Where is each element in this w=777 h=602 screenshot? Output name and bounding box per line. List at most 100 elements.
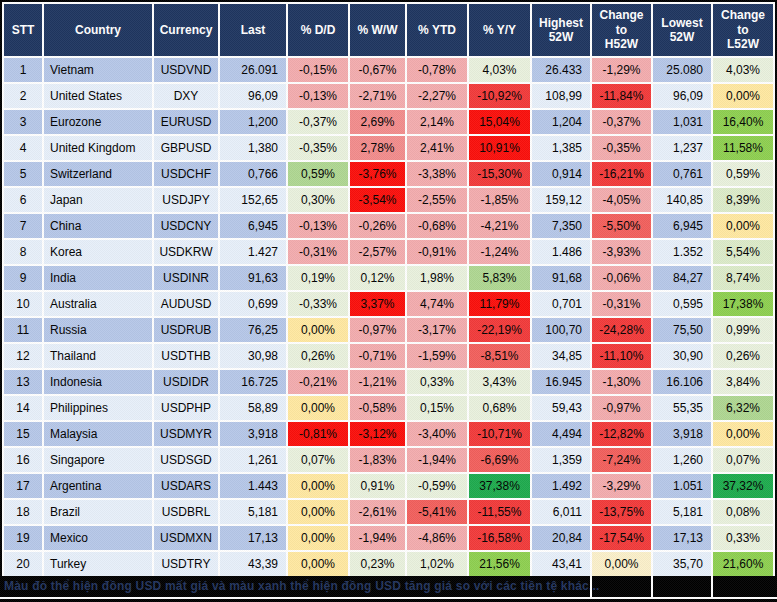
cell-pct-dd: 0,00% [288, 552, 348, 576]
cell-pct-ytd: -3,17% [407, 318, 467, 342]
header-currency: Currency [154, 4, 218, 56]
cell-pct-dd: 0,00% [288, 318, 348, 342]
cell-pct-yy: -15,30% [469, 162, 530, 186]
cell-change-to-h52w: -5,50% [592, 214, 651, 238]
cell-pct-yy: -10,92% [469, 84, 530, 108]
cell-currency: USDCHF [154, 162, 218, 186]
cell-change-to-h52w: -4,05% [592, 188, 651, 212]
cell-stt: 18 [4, 500, 42, 524]
cell-highest-52w: 1.486 [532, 240, 590, 264]
cell-pct-dd: 0,59% [288, 162, 348, 186]
cell-change-to-h52w: -0,31% [592, 292, 651, 316]
cell-pct-ww: -1,21% [350, 370, 405, 394]
cell-change-to-h52w: -17,54% [592, 526, 651, 550]
cell-highest-52w: 16.945 [532, 370, 590, 394]
cell-stt: 14 [4, 396, 42, 420]
cell-change-to-l52w: 0,99% [713, 318, 773, 342]
cell-change-to-l52w: 37,32% [713, 474, 773, 498]
cell-highest-52w: 91,68 [532, 266, 590, 290]
cell-pct-dd: -0,15% [288, 58, 348, 82]
cell-pct-dd: 0,26% [288, 344, 348, 368]
cell-stt: 6 [4, 188, 42, 212]
cell-stt: 12 [4, 344, 42, 368]
cell-change-to-l52w: 11,58% [713, 136, 773, 160]
cell-stt: 9 [4, 266, 42, 290]
cell-change-to-h52w: -0,97% [592, 396, 651, 420]
cell-currency: USDARS [154, 474, 218, 498]
cell-pct-ww: 2,78% [350, 136, 405, 160]
cell-pct-yy: 4,03% [469, 58, 530, 82]
cell-pct-dd: -0,35% [288, 136, 348, 160]
cell-pct-ytd: -2,27% [407, 84, 467, 108]
cell-lowest-52w: 35,70 [653, 552, 711, 576]
cell-change-to-h52w: -24,28% [592, 318, 651, 342]
cell-pct-ytd: 0,33% [407, 370, 467, 394]
cell-pct-dd: -0,13% [288, 214, 348, 238]
cell-highest-52w: 1.492 [532, 474, 590, 498]
cell-currency: USDMYR [154, 422, 218, 446]
cell-highest-52w: 59,43 [532, 396, 590, 420]
cell-change-to-l52w: 8,39% [713, 188, 773, 212]
cell-country: Thailand [44, 344, 152, 368]
cell-last: 43,39 [220, 552, 286, 576]
cell-lowest-52w: 0,595 [653, 292, 711, 316]
cell-highest-52w: 0,701 [532, 292, 590, 316]
cell-country: Russia [44, 318, 152, 342]
cell-country: Australia [44, 292, 152, 316]
cell-currency: USDKRW [154, 240, 218, 264]
cell-change-to-l52w: 0,59% [713, 162, 773, 186]
cell-last: 58,89 [220, 396, 286, 420]
cell-country: Brazil [44, 500, 152, 524]
cell-lowest-52w: 1.352 [653, 240, 711, 264]
cell-change-to-h52w: -7,24% [592, 448, 651, 472]
cell-lowest-52w: 140,85 [653, 188, 711, 212]
cell-lowest-52w: 1,031 [653, 110, 711, 134]
header-lowest-52w: Lowest 52W [653, 4, 711, 56]
cell-stt: 20 [4, 552, 42, 576]
cell-pct-ww: -2,71% [350, 84, 405, 108]
cell-pct-ytd: 1,02% [407, 552, 467, 576]
cell-pct-ytd: -0,68% [407, 214, 467, 238]
cell-change-to-l52w: 3,84% [713, 370, 773, 394]
cell-currency: USDTRY [154, 552, 218, 576]
cell-country: Argentina [44, 474, 152, 498]
cell-pct-yy: 15,04% [469, 110, 530, 134]
cell-last: 30,98 [220, 344, 286, 368]
footer-column-divider [590, 576, 592, 597]
cell-pct-yy: -16,58% [469, 526, 530, 550]
cell-change-to-l52w: 5,54% [713, 240, 773, 264]
cell-pct-ytd: -1,59% [407, 344, 467, 368]
cell-pct-ytd: -0,78% [407, 58, 467, 82]
cell-pct-ww: -0,58% [350, 396, 405, 420]
cell-pct-dd: -0,13% [288, 84, 348, 108]
cell-change-to-l52w: 0,00% [713, 84, 773, 108]
cell-currency: DXY [154, 84, 218, 108]
cell-highest-52w: 4,494 [532, 422, 590, 446]
cell-last: 0,699 [220, 292, 286, 316]
cell-pct-dd: 0,00% [288, 396, 348, 420]
cell-highest-52w: 6,011 [532, 500, 590, 524]
cell-change-to-h52w: -11,84% [592, 84, 651, 108]
cell-currency: USDRUB [154, 318, 218, 342]
cell-lowest-52w: 16.106 [653, 370, 711, 394]
cell-last: 76,25 [220, 318, 286, 342]
cell-pct-yy: -10,71% [469, 422, 530, 446]
cell-lowest-52w: 5,181 [653, 500, 711, 524]
cell-stt: 2 [4, 84, 42, 108]
cell-pct-ww: 0,91% [350, 474, 405, 498]
cell-change-to-h52w: -0,06% [592, 266, 651, 290]
cell-pct-ytd: -1,94% [407, 448, 467, 472]
cell-change-to-h52w: -1,30% [592, 370, 651, 394]
cell-lowest-52w: 96,09 [653, 84, 711, 108]
cell-pct-ww: 0,12% [350, 266, 405, 290]
cell-last: 152,65 [220, 188, 286, 212]
cell-currency: USDPHP [154, 396, 218, 420]
cell-last: 96,09 [220, 84, 286, 108]
header-change-to-l52w: Change to L52W [713, 4, 773, 56]
cell-stt: 4 [4, 136, 42, 160]
cell-currency: USDMXN [154, 526, 218, 550]
cell-currency: USDBRL [154, 500, 218, 524]
cell-country: Malaysia [44, 422, 152, 446]
cell-highest-52w: 1,204 [532, 110, 590, 134]
cell-highest-52w: 20,84 [532, 526, 590, 550]
